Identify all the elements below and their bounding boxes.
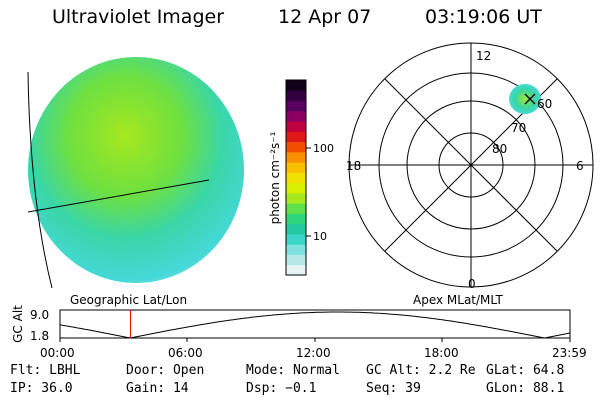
colorbar-tick-100: 100 (313, 142, 334, 155)
glon-info: GLon: 88.1 (486, 381, 565, 396)
mlat-label-60: 60 (537, 97, 552, 111)
altitude-ytick-top: 9.0 (30, 308, 49, 322)
right-panel-label: Apex MLat/MLT (413, 293, 503, 307)
colorbar-cell (286, 192, 306, 204)
observation-date: 12 Apr 07 (278, 6, 372, 28)
time-tick-2359: 23:59 (552, 346, 587, 360)
time-tick-00: 00:00 (40, 346, 75, 360)
glat-info: GLat: 64.8 (486, 363, 565, 378)
colorbar-cell (286, 110, 306, 122)
ip-info: IP: 36.0 (10, 381, 73, 396)
colorbar-cell (286, 264, 306, 276)
colorbar-cell (286, 254, 306, 266)
gc-alt-info: GC Alt: 2.2 Re (366, 363, 476, 378)
colorbar-cell (286, 131, 306, 143)
door-info: Door: Open (126, 363, 205, 378)
colorbar-cell (286, 100, 306, 112)
colorbar-label: photon cm⁻²s⁻¹ (268, 131, 282, 224)
mode-info: Mode: Normal (246, 363, 340, 378)
gain-info: Gain: 14 (126, 381, 189, 396)
polar-grid-panel: 12 18 6 0 80 70 60 (346, 42, 594, 291)
altitude-ylabel: GC Alt (11, 305, 25, 343)
colorbar-cell (286, 213, 306, 225)
mlat-label-70: 70 (511, 121, 526, 135)
mlt-label-18: 18 (346, 159, 361, 173)
instrument-title: Ultraviolet Imager (52, 6, 225, 28)
terminator-line (27, 71, 53, 289)
colorbar-cell (286, 121, 306, 132)
colorbar-cell (286, 244, 306, 255)
left-panel-label: Geographic Lat/Lon (70, 293, 187, 307)
colorbar-cell (286, 151, 306, 163)
colorbar-frame (285, 79, 307, 276)
colorbar-cell (286, 172, 306, 184)
geographic-lat-line (27, 179, 210, 213)
mlt-label-0: 0 (468, 277, 476, 291)
mlt-label-6: 6 (576, 159, 584, 173)
seq-info: Seq: 39 (366, 381, 421, 396)
altitude-plot-frame (59, 309, 571, 339)
uv-image-disk (28, 57, 244, 283)
colorbar-cell (286, 162, 306, 173)
colorbar-cell (286, 233, 306, 245)
colorbar-cell (286, 90, 306, 102)
colorbar-cell (286, 141, 306, 153)
altitude-ytick-bottom: 1.8 (30, 329, 49, 343)
colorbar-cell (286, 203, 306, 214)
colorbar-cell (286, 182, 306, 194)
colorbar: 100 10 photon cm⁻²s⁻¹ (268, 79, 334, 276)
mlat-label-80: 80 (492, 142, 507, 156)
time-tick-12: 12:00 (296, 346, 331, 360)
auroral-blob (509, 84, 541, 114)
time-tick-06: 06:00 (168, 346, 203, 360)
altitude-plot: GC Alt 9.0 1.8 00:00 06:00 12:00 18:00 2… (11, 305, 587, 360)
mlt-label-12: 12 (476, 49, 491, 63)
time-tick-18: 18:00 (424, 346, 459, 360)
dsp-info: Dsp: −0.1 (246, 381, 317, 396)
colorbar-tick-10: 10 (313, 230, 327, 243)
altitude-curve (59, 311, 571, 339)
satellite-position-marker (524, 93, 536, 105)
filter-info: Flt: LBHL (10, 363, 81, 378)
colorbar-cell (286, 80, 306, 91)
observation-time: 03:19:06 UT (425, 6, 542, 28)
colorbar-cell (286, 223, 306, 235)
imager-disk-panel (27, 57, 244, 289)
